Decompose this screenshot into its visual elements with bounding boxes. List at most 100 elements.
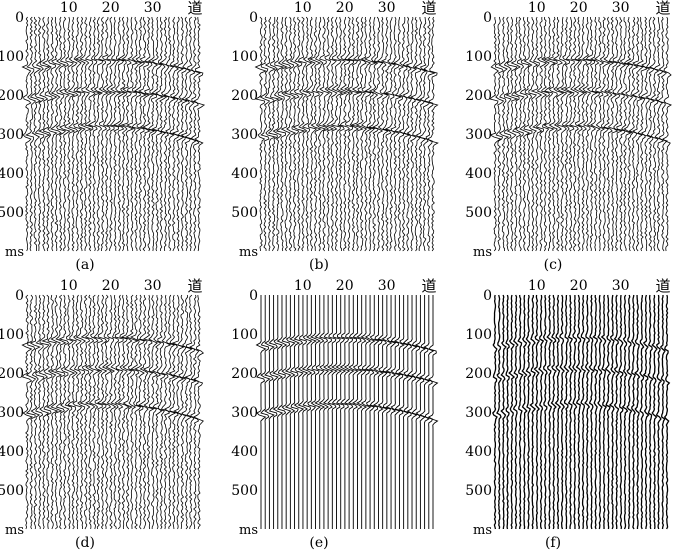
trace-line [138,294,149,530]
trace-line [38,294,50,530]
time-tick-label: 500 [0,205,24,221]
trace-line [577,16,588,252]
trace-line [530,16,543,252]
trace-line [172,16,185,252]
trace-line [402,16,412,252]
trace-line [289,295,300,529]
trace-line [192,294,205,530]
trace-line [550,294,557,530]
time-tick-label: 100 [465,49,492,65]
trace-tick-label: 20 [336,278,354,294]
trace-line [267,16,280,252]
trace-line [419,295,431,529]
trace-line [106,16,117,252]
trace-line [168,294,180,530]
trace-line [410,16,422,252]
trace-line [181,294,193,530]
trace-line [112,16,126,252]
trace-line [535,16,548,252]
trace-line [554,294,562,530]
panel-caption: (f) [545,535,561,551]
trace-line [635,16,648,252]
trace-line [326,16,338,252]
trace-line [327,295,338,529]
trace-line [93,294,104,530]
trace-tick-label: 20 [102,278,120,294]
trace-line [380,16,392,252]
time-tick-label: 0 [249,288,258,304]
panel-caption: (e) [309,535,328,551]
time-tick-label: 200 [231,88,258,104]
trace-line [101,294,113,530]
time-tick-label: 300 [0,127,24,143]
panel-d: 0 100 200 300 400 500 ms 10 20 30 道 (d) [0,277,205,551]
time-tick-label: 400 [231,444,258,460]
trace-line [151,294,163,530]
trace-line [259,16,271,252]
trace-line [597,294,603,530]
trace-line [606,16,619,252]
time-tick-label: 500 [0,483,24,499]
traces-a [21,16,206,252]
panel-caption: (d) [75,535,95,551]
trace-line [184,16,197,252]
trace-line [384,16,396,252]
trace-line [368,295,380,529]
trace-line [55,294,67,530]
trace-line [512,294,519,530]
trace-line [280,16,292,252]
trace-line [336,16,348,252]
trace-line [254,16,267,252]
time-tick-label: 0 [483,288,492,304]
traces-c [489,16,672,252]
trace-line [126,16,139,252]
trace-line [347,16,361,252]
trace-line [41,294,53,530]
trace-line [393,295,405,529]
trace-line [159,16,170,252]
trace-line [505,16,519,252]
trace-line [523,16,533,252]
trace-line [662,16,672,252]
trace-line [164,294,177,530]
traces-e [255,295,439,529]
time-tick-label: 100 [231,49,258,65]
trace-line [109,16,122,252]
trace-line [114,294,124,530]
time-tick-label: 500 [231,205,258,221]
trace-line [626,16,639,252]
trace-line [131,16,143,252]
time-unit-label: ms [239,523,258,538]
trace-line [180,16,192,252]
trace-line [272,16,285,252]
trace-line [393,16,405,252]
trace-line [268,295,279,529]
trace-line [656,16,668,252]
trace-line [406,295,418,529]
trace-line [546,294,553,530]
trace-line [176,16,188,252]
time-unit-label: ms [239,245,258,260]
time-tick-label: 400 [465,444,492,460]
trace-line [55,16,67,252]
trace-tick-label: 10 [60,0,78,16]
trace-line [305,16,318,252]
trace-line [105,294,117,530]
panel-caption: (a) [75,257,94,273]
trace-line [547,16,558,252]
time-tick-label: 0 [15,10,24,26]
trace-line [301,16,313,252]
trace-line [423,16,436,252]
trace-line [580,294,587,530]
trace-line [21,294,34,530]
trace-line [563,294,570,530]
trace-tick-label: 30 [378,278,396,294]
trace-line [581,16,592,252]
trace-line [489,16,502,252]
trace-line [639,294,645,530]
trace-line [50,294,63,530]
trace-tick-label: 30 [612,0,630,16]
trace-line [47,16,58,252]
trace-line [308,16,322,252]
